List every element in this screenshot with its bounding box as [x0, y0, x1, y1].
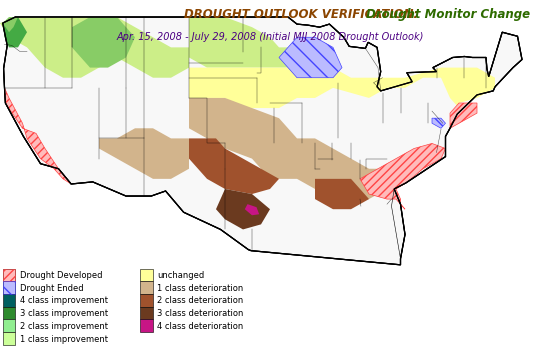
- Text: 3 class improvement: 3 class improvement: [19, 309, 108, 318]
- Text: 2 class improvement: 2 class improvement: [19, 322, 107, 331]
- Polygon shape: [3, 17, 27, 47]
- Polygon shape: [360, 144, 445, 209]
- Text: unchanged: unchanged: [157, 271, 205, 280]
- FancyBboxPatch shape: [140, 307, 153, 319]
- Text: Drought Monitor Change: Drought Monitor Change: [362, 8, 530, 21]
- Polygon shape: [4, 88, 71, 184]
- Text: Drought Ended: Drought Ended: [19, 284, 83, 293]
- Polygon shape: [450, 103, 477, 128]
- Text: 1 class improvement: 1 class improvement: [19, 335, 107, 344]
- Polygon shape: [189, 67, 333, 108]
- Polygon shape: [189, 138, 279, 194]
- FancyBboxPatch shape: [3, 307, 16, 319]
- FancyBboxPatch shape: [3, 269, 16, 281]
- Polygon shape: [279, 37, 342, 78]
- Text: 4 class deterioration: 4 class deterioration: [157, 322, 244, 331]
- Polygon shape: [189, 98, 405, 199]
- Polygon shape: [333, 67, 495, 108]
- Polygon shape: [245, 204, 259, 215]
- Polygon shape: [99, 128, 189, 179]
- Text: 1 class deterioration: 1 class deterioration: [157, 284, 244, 293]
- Text: DROUGHT OUTLOOK VERIFICATION:: DROUGHT OUTLOOK VERIFICATION:: [184, 8, 418, 21]
- Text: 2 class deterioration: 2 class deterioration: [157, 297, 244, 306]
- Polygon shape: [315, 179, 369, 209]
- Polygon shape: [189, 17, 333, 67]
- Text: 4 class improvement: 4 class improvement: [19, 297, 107, 306]
- Polygon shape: [432, 118, 445, 128]
- FancyBboxPatch shape: [140, 319, 153, 332]
- FancyBboxPatch shape: [3, 294, 16, 307]
- FancyBboxPatch shape: [140, 294, 153, 307]
- FancyBboxPatch shape: [140, 281, 153, 294]
- Polygon shape: [0, 17, 189, 78]
- Polygon shape: [216, 189, 270, 229]
- Polygon shape: [3, 17, 18, 32]
- Text: Drought Developed: Drought Developed: [19, 271, 102, 280]
- FancyBboxPatch shape: [3, 332, 16, 345]
- FancyBboxPatch shape: [3, 281, 16, 294]
- Polygon shape: [72, 17, 135, 67]
- Text: 3 class deterioration: 3 class deterioration: [157, 309, 244, 318]
- FancyBboxPatch shape: [3, 319, 16, 332]
- FancyBboxPatch shape: [140, 269, 153, 281]
- Polygon shape: [3, 17, 522, 265]
- Text: Apr. 15, 2008 - July 29, 2008 (Initial MJJ 2008 Drought Outlook): Apr. 15, 2008 - July 29, 2008 (Initial M…: [116, 33, 424, 43]
